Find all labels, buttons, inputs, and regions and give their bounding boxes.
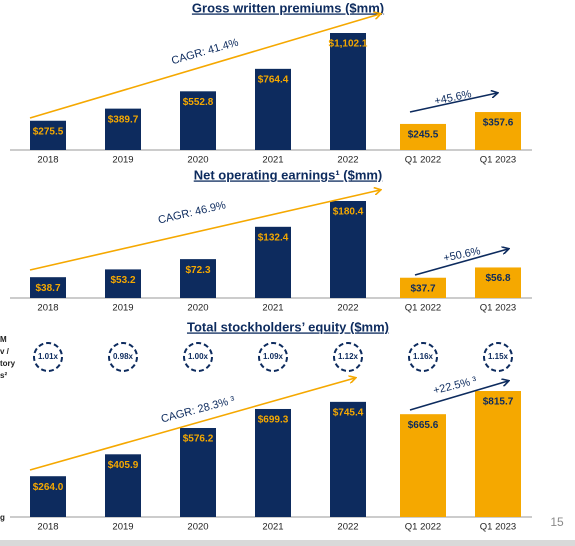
- value-label: $1,102.1: [329, 39, 368, 50]
- bar: [255, 226, 291, 298]
- x-tick-label: 2021: [262, 303, 283, 314]
- bar: [330, 401, 366, 517]
- value-label: $264.0: [33, 482, 64, 493]
- x-tick-label: Q1 2023: [480, 155, 516, 166]
- multiple-label: 0.98x: [113, 352, 134, 361]
- page-number: 15: [550, 515, 564, 529]
- bar: [400, 414, 446, 517]
- value-label: $275.5: [33, 126, 64, 137]
- bar: [255, 408, 291, 517]
- x-tick-label: 2021: [262, 522, 283, 533]
- value-label: $552.8: [183, 97, 214, 108]
- bar: [475, 267, 521, 298]
- multiple-badge: [258, 342, 288, 372]
- value-label: $72.3: [185, 265, 210, 276]
- value-label: $815.7: [483, 397, 514, 408]
- cagr-arrow: [29, 14, 380, 119]
- cagr-arrow: [29, 378, 355, 471]
- bar: [330, 33, 366, 150]
- x-tick-label: 2022: [337, 303, 358, 314]
- multiple-label: 1.12x: [338, 352, 359, 361]
- value-label: $665.6: [408, 420, 439, 431]
- x-tick-label: 2018: [37, 303, 58, 314]
- value-label: $764.4: [258, 74, 289, 85]
- bar: [105, 269, 141, 298]
- bar: [30, 277, 66, 298]
- footer-strip: [0, 540, 575, 546]
- multiple-badge: [108, 342, 138, 372]
- bar: [255, 68, 291, 150]
- x-tick-label: 2019: [112, 303, 133, 314]
- bar: [30, 476, 66, 517]
- x-tick-label: 2019: [112, 155, 133, 166]
- value-label: $37.7: [410, 283, 435, 294]
- x-tick-label: 2022: [337, 522, 358, 533]
- bar: [180, 91, 216, 150]
- value-label: $745.4: [333, 407, 364, 418]
- x-tick-label: Q1 2022: [405, 303, 441, 314]
- side-label: v /: [0, 347, 10, 356]
- bar: [180, 427, 216, 517]
- cagr-label: CAGR: 28.3% ³: [160, 394, 237, 425]
- side-label: s²: [0, 371, 7, 380]
- bar: [400, 123, 446, 150]
- x-tick-label: Q1 2023: [480, 522, 516, 533]
- bar: [30, 120, 66, 150]
- value-label: $38.7: [35, 283, 60, 294]
- multiple-label: 1.15x: [488, 352, 509, 361]
- value-label: $132.4: [258, 232, 289, 243]
- x-tick-label: Q1 2022: [405, 522, 441, 533]
- value-label: $405.9: [108, 460, 139, 471]
- x-tick-label: 2019: [112, 522, 133, 533]
- value-label: $576.2: [183, 434, 214, 445]
- multiple-badge: [183, 342, 213, 372]
- x-tick-label: 2018: [37, 522, 58, 533]
- value-label: $245.5: [408, 130, 439, 141]
- x-tick-label: 2018: [37, 155, 58, 166]
- x-tick-label: Q1 2023: [480, 303, 516, 314]
- growth-label: +45.6%: [433, 88, 473, 108]
- multiple-label: 1.00x: [188, 352, 209, 361]
- cagr-label: CAGR: 46.9%: [157, 199, 227, 226]
- side-label: M: [0, 335, 7, 344]
- cagr-arrow: [29, 190, 380, 271]
- x-tick-label: Q1 2022: [405, 155, 441, 166]
- chart-title: Gross written premiums ($mm): [192, 0, 384, 15]
- multiple-badge: [483, 342, 513, 372]
- value-label: $180.4: [333, 207, 364, 218]
- x-tick-label: 2022: [337, 155, 358, 166]
- bar: [180, 259, 216, 298]
- cagr-label: CAGR: 41.4%: [170, 37, 240, 68]
- growth-label: +22.5% ³: [432, 375, 478, 397]
- bar: [475, 391, 521, 517]
- side-label: tory: [0, 359, 16, 368]
- value-label: $56.8: [485, 273, 510, 284]
- bar: [105, 108, 141, 150]
- side-label: g: [0, 513, 5, 522]
- growth-arrow: [414, 249, 508, 276]
- multiple-label: 1.01x: [38, 352, 59, 361]
- value-label: $389.7: [108, 114, 139, 125]
- multiple-badge: [33, 342, 63, 372]
- value-label: $53.2: [110, 275, 135, 286]
- x-tick-label: 2021: [262, 155, 283, 166]
- growth-arrow: [409, 381, 508, 411]
- multiple-label: 1.16x: [413, 352, 434, 361]
- bar: [400, 277, 446, 298]
- chart-title: Net operating earnings¹ ($mm): [194, 167, 383, 182]
- value-label: $357.6: [483, 118, 514, 129]
- chart-title: Total stockholders’ equity ($mm): [187, 319, 389, 334]
- multiple-badge: [333, 342, 363, 372]
- bar: [105, 454, 141, 517]
- x-tick-label: 2020: [187, 155, 208, 166]
- x-tick-label: 2020: [187, 303, 208, 314]
- multiple-label: 1.09x: [263, 352, 284, 361]
- value-label: $699.3: [258, 415, 289, 426]
- bar: [475, 112, 521, 150]
- x-tick-label: 2020: [187, 522, 208, 533]
- growth-arrow: [409, 93, 497, 113]
- multiple-badge: [408, 342, 438, 372]
- bar: [330, 201, 366, 298]
